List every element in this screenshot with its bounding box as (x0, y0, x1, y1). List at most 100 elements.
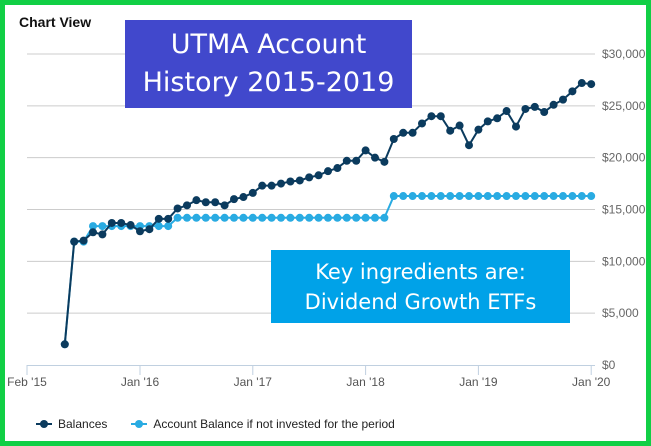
data-point-not-invested (483, 192, 492, 201)
data-point-balances (455, 121, 464, 130)
y-tick-label: $25,000 (602, 99, 646, 113)
legend-item-not-invested[interactable]: Account Balance if not invested for the … (131, 417, 395, 431)
data-point-balances (211, 198, 220, 207)
data-point-balances (277, 179, 285, 188)
data-point-balances (136, 227, 144, 236)
data-point-not-invested (371, 213, 379, 222)
data-point-not-invested (540, 192, 549, 201)
data-point-not-invested (559, 192, 567, 201)
data-point-not-invested (493, 192, 502, 201)
data-point-not-invested (230, 213, 238, 222)
data-point-not-invested (399, 192, 408, 201)
data-point-not-invested (549, 192, 558, 201)
data-point-not-invested (530, 192, 539, 201)
data-point-not-invested (427, 192, 436, 201)
legend-marker-icon (131, 420, 148, 428)
data-point-balances (352, 156, 361, 165)
y-tick-label: $0 (602, 358, 616, 372)
data-point-balances (107, 218, 116, 227)
legend-item-balances[interactable]: Balances (36, 417, 107, 431)
x-tick-label: Feb '15 (7, 375, 47, 389)
data-point-balances (258, 181, 267, 190)
data-point-balances (183, 201, 191, 210)
data-point-balances (60, 340, 69, 349)
data-point-not-invested (577, 192, 586, 201)
data-point-not-invested (89, 222, 97, 231)
data-point-balances (549, 100, 558, 109)
x-tick-label: Jan '17 (234, 375, 273, 389)
legend-marker-icon (36, 420, 52, 428)
data-point-balances (230, 195, 238, 204)
series-layer (60, 79, 596, 349)
data-point-not-invested (342, 213, 351, 222)
legend-label: Account Balance if not invested for the … (153, 417, 395, 431)
data-point-balances (371, 153, 379, 162)
data-point-balances (465, 141, 473, 150)
data-point-not-invested (389, 192, 398, 201)
data-point-balances (248, 188, 257, 197)
data-point-balances (154, 214, 163, 223)
data-point-balances (295, 176, 304, 185)
data-point-not-invested (183, 213, 191, 222)
data-point-not-invested (192, 213, 201, 222)
data-point-balances (436, 112, 445, 121)
data-point-balances (164, 214, 173, 223)
x-axis: Feb '15 Jan '16 Jan '17 Jan '18 Jan '19 Jan '… (7, 365, 611, 389)
data-point-balances (408, 128, 417, 137)
data-point-not-invested (201, 213, 210, 222)
data-point-balances (192, 196, 201, 205)
data-point-balances (568, 87, 577, 96)
data-point-balances (512, 122, 520, 131)
data-point-not-invested (248, 213, 257, 222)
data-point-balances (483, 117, 492, 126)
data-point-not-invested (502, 192, 511, 201)
note-overlay: Key ingredients are: Dividend Growth ETF… (271, 250, 570, 323)
data-point-not-invested (418, 192, 426, 201)
title-line-1: UTMA Account (170, 29, 367, 60)
data-point-balances (418, 119, 426, 128)
data-point-balances (314, 171, 323, 180)
title-overlay: UTMA Account History 2015-2019 (125, 20, 412, 108)
data-point-balances (220, 201, 229, 210)
data-point-not-invested (333, 213, 342, 222)
data-point-balances (530, 102, 539, 111)
x-tick-label: Jan '16 (121, 375, 160, 389)
data-point-not-invested (239, 213, 248, 222)
data-point-not-invested (154, 222, 163, 231)
y-tick-label: $30,000 (602, 47, 646, 61)
data-point-not-invested (455, 192, 464, 201)
x-tick-label: Jan '20 (572, 375, 611, 389)
data-point-balances (145, 225, 154, 234)
data-point-balances (201, 198, 210, 207)
data-point-not-invested (436, 192, 445, 201)
legend: Balances Account Balance if not invested… (36, 417, 395, 431)
data-point-not-invested (211, 213, 220, 222)
data-point-balances (342, 156, 351, 165)
data-point-not-invested (324, 213, 332, 222)
data-point-not-invested (474, 192, 483, 201)
data-point-balances (474, 125, 483, 134)
data-point-balances (493, 114, 502, 123)
data-point-balances (173, 204, 182, 213)
data-point-balances (540, 108, 549, 117)
data-point-not-invested (164, 222, 173, 231)
y-tick-label: $15,000 (602, 203, 646, 217)
data-point-balances (521, 104, 530, 113)
data-point-not-invested (286, 213, 295, 222)
panel-title: Chart View (19, 14, 92, 30)
data-point-not-invested (98, 222, 107, 231)
data-point-not-invested (220, 213, 229, 222)
data-point-balances (239, 193, 248, 202)
data-point-not-invested (587, 192, 596, 201)
data-point-balances (79, 236, 88, 245)
data-point-not-invested (352, 213, 361, 222)
data-point-balances (446, 126, 455, 135)
data-point-balances (286, 177, 295, 186)
data-point-balances (117, 218, 126, 227)
data-point-not-invested (380, 213, 389, 222)
legend-label: Balances (58, 417, 108, 431)
data-point-balances (324, 167, 332, 176)
data-point-balances (559, 95, 567, 104)
data-point-balances (502, 107, 511, 116)
data-point-balances (577, 79, 586, 88)
